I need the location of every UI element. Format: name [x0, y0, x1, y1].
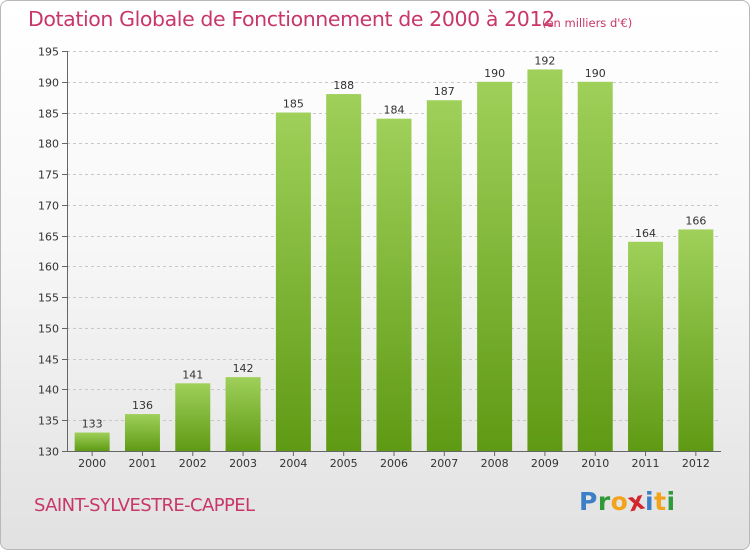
bar	[527, 69, 563, 451]
data-label: 142	[233, 362, 254, 375]
bar	[376, 118, 412, 451]
x-tick-label: 2005	[330, 457, 358, 470]
y-tick-label: 170	[38, 200, 59, 213]
bars	[74, 69, 714, 452]
y-tick-label: 180	[38, 138, 59, 151]
y-tick-label: 145	[38, 354, 59, 367]
data-label: 136	[132, 399, 153, 412]
x-tick-label: 2001	[128, 457, 156, 470]
y-tick-label: 140	[38, 384, 59, 397]
bar	[175, 383, 211, 451]
data-label: 133	[82, 418, 103, 431]
y-tick-label: 160	[38, 261, 59, 274]
logo-letter: i	[645, 487, 655, 516]
data-label: 192	[534, 54, 555, 67]
y-tick-label: 150	[38, 323, 59, 336]
x-tick-labels: 2000 2001 2002 2003 2004 2005 2006 2007 2008 2009…	[78, 457, 710, 470]
y-tick-label: 165	[38, 231, 59, 244]
bar	[678, 229, 714, 451]
x-tick-label: 2012	[682, 457, 710, 470]
y-tick-label: 175	[38, 169, 59, 182]
data-label: 164	[635, 227, 656, 240]
proxiti-logo: Proxiti	[579, 486, 676, 518]
x-tick-label: 2006	[380, 457, 408, 470]
y-tick-label: 155	[38, 292, 59, 305]
bar	[477, 81, 513, 452]
data-label: 141	[182, 368, 203, 381]
bar	[426, 100, 462, 451]
bar	[124, 414, 160, 451]
data-label: 166	[685, 214, 706, 227]
logo-letter: P	[579, 487, 598, 516]
chart-title: Dotation Globale de Fonctionnement de 20…	[28, 7, 555, 31]
data-label: 187	[434, 85, 455, 98]
data-label: 184	[384, 104, 405, 117]
logo-letter: t	[654, 487, 667, 516]
data-label: 190	[585, 67, 606, 80]
data-label: 188	[333, 79, 354, 92]
x-tick-label: 2002	[179, 457, 207, 470]
y-tick-label: 130	[38, 446, 59, 459]
y-tick-label: 135	[38, 415, 59, 428]
bar	[577, 81, 613, 452]
y-tick-label: 185	[38, 108, 59, 121]
bar	[275, 112, 311, 452]
data-labels: 133 136 141 142 185 188 184 187 190 192 190 164 166	[82, 54, 707, 430]
y-tick-labels: 130 135 140 145 150 155 160 165 170 175 180 185 190 1…	[38, 46, 59, 459]
x-tick-label: 2009	[531, 457, 559, 470]
data-label: 190	[484, 67, 505, 80]
x-tick-label: 2000	[78, 457, 106, 470]
bar	[326, 94, 362, 452]
bar	[628, 241, 664, 451]
chart-unit-note: (en milliers d'€)	[542, 16, 633, 30]
data-label: 185	[283, 98, 304, 111]
x-tick-label: 2007	[430, 457, 458, 470]
logo-letter: i	[666, 487, 676, 516]
axes	[62, 51, 721, 456]
y-tick-label: 195	[38, 46, 59, 59]
bar	[74, 432, 110, 451]
x-tick-label: 2008	[481, 457, 509, 470]
x-tick-label: 2010	[581, 457, 609, 470]
x-tick-label: 2011	[632, 457, 660, 470]
x-tick-label: 2004	[279, 457, 307, 470]
logo-letter: o	[610, 487, 629, 516]
bar	[225, 377, 261, 451]
logo-letter: r	[597, 487, 611, 516]
town-name: SAINT-SYLVESTRE-CAPPEL	[34, 495, 255, 516]
x-tick-label: 2003	[229, 457, 257, 470]
y-tick-label: 190	[38, 77, 59, 90]
